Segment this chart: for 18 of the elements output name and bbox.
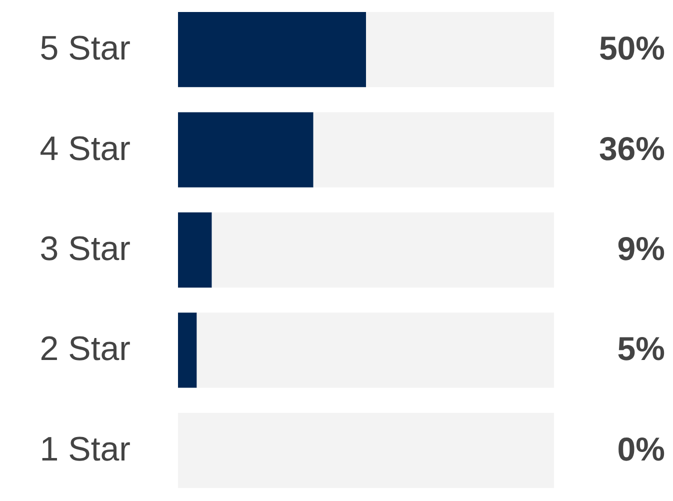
y-tick-label: 3 Star — [40, 230, 130, 268]
bar — [178, 12, 366, 88]
y-tick-label: 5 Star — [40, 30, 130, 68]
bar — [178, 312, 197, 388]
y-tick-label: 1 Star — [40, 430, 130, 468]
bar — [178, 212, 212, 288]
bar — [196, 312, 554, 388]
data-label: 5% — [617, 330, 665, 368]
y-tick-label: 4 Star — [40, 130, 130, 168]
bar — [313, 112, 554, 188]
bar — [178, 112, 314, 188]
bar — [212, 212, 554, 288]
data-label: 9% — [617, 230, 665, 267]
data-label: 50% — [598, 30, 665, 67]
data-label: 0% — [617, 430, 665, 468]
data-label: 36% — [598, 130, 665, 167]
bar — [366, 12, 554, 88]
y-tick-label: 2 Star — [40, 330, 130, 368]
